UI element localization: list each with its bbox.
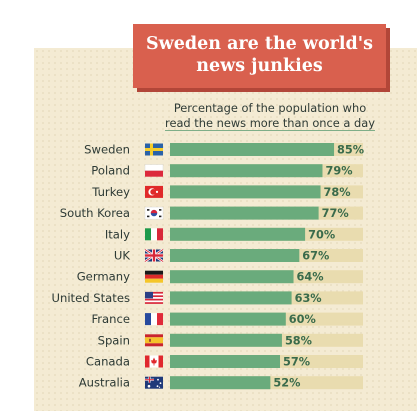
- australia-flag-icon: [145, 376, 163, 389]
- category-label: United States: [51, 291, 130, 305]
- data-label: 52%: [273, 377, 300, 390]
- data-label: 60%: [289, 313, 316, 326]
- data-label: 57%: [283, 356, 310, 369]
- bar-row: France 60%: [91, 312, 363, 326]
- category-label: Poland: [91, 164, 130, 178]
- canada-flag-icon: [145, 355, 163, 368]
- france-flag-icon: [145, 313, 163, 326]
- bar-row: South Korea 77%: [60, 206, 363, 220]
- italy-flag-icon: [145, 228, 163, 241]
- chart-title-line1: Sweden are the world's: [146, 34, 373, 54]
- category-label: Turkey: [91, 185, 130, 199]
- bar-row: Sweden 85%: [84, 143, 364, 157]
- data-label: 64%: [297, 271, 324, 284]
- germany-flag-icon: [145, 270, 163, 283]
- bar-row: Canada 57%: [86, 355, 363, 369]
- category-label: South Korea: [60, 206, 130, 220]
- south-korea-flag-icon: [144, 206, 164, 220]
- uk-flag-icon: [144, 248, 164, 263]
- bar: [170, 227, 306, 241]
- bar-row: United States 63%: [51, 291, 363, 305]
- bar-row: Italy 70%: [105, 227, 363, 241]
- category-label: Sweden: [84, 143, 130, 157]
- data-label: 85%: [337, 144, 364, 157]
- data-label: 77%: [322, 207, 349, 220]
- bar: [170, 333, 282, 347]
- poland-flag-icon: [144, 164, 164, 177]
- category-label: Germany: [77, 270, 130, 284]
- data-label: 70%: [308, 228, 335, 241]
- bar: [170, 355, 281, 368]
- bar-row: Australia 52%: [79, 376, 363, 390]
- data-label: 67%: [302, 250, 329, 263]
- bar: [170, 164, 323, 178]
- bar: [170, 143, 335, 156]
- bar: [170, 376, 271, 390]
- bar: [170, 291, 292, 305]
- bar-row: Turkey 78%: [91, 185, 363, 199]
- bar-row: UK 67%: [114, 249, 363, 263]
- bar: [170, 185, 321, 199]
- category-label: Italy: [105, 227, 130, 241]
- data-label: 78%: [324, 186, 351, 199]
- category-label: Australia: [79, 376, 130, 390]
- sweden-flag-icon: [145, 143, 163, 156]
- bar-row: Poland 79%: [91, 164, 363, 178]
- chart-title-line2: news junkies: [196, 56, 323, 76]
- turkey-flag-icon: [145, 185, 163, 198]
- bar: [170, 249, 300, 262]
- data-label: 63%: [295, 292, 322, 305]
- bar: [170, 270, 294, 284]
- subtitle-line1: Percentage of the population who: [173, 101, 367, 115]
- bar-row: Germany 64%: [77, 270, 363, 284]
- category-label: Spain: [98, 333, 130, 347]
- bar-row: Spain 58%: [98, 333, 363, 347]
- subtitle-line2: read the news more than once a day: [165, 116, 375, 130]
- bar: [170, 312, 286, 326]
- chart-title-banner: Sweden are the world's news junkies: [133, 24, 386, 88]
- data-label: 58%: [285, 334, 312, 347]
- category-label: UK: [114, 249, 130, 263]
- chart-subtitle: Percentage of the population who read th…: [160, 101, 380, 131]
- category-label: Canada: [86, 355, 130, 369]
- data-label: 79%: [325, 165, 352, 178]
- spain-flag-icon: [145, 334, 163, 347]
- bar: [170, 206, 319, 220]
- usa-flag-icon: [145, 291, 163, 304]
- category-label: France: [91, 312, 130, 326]
